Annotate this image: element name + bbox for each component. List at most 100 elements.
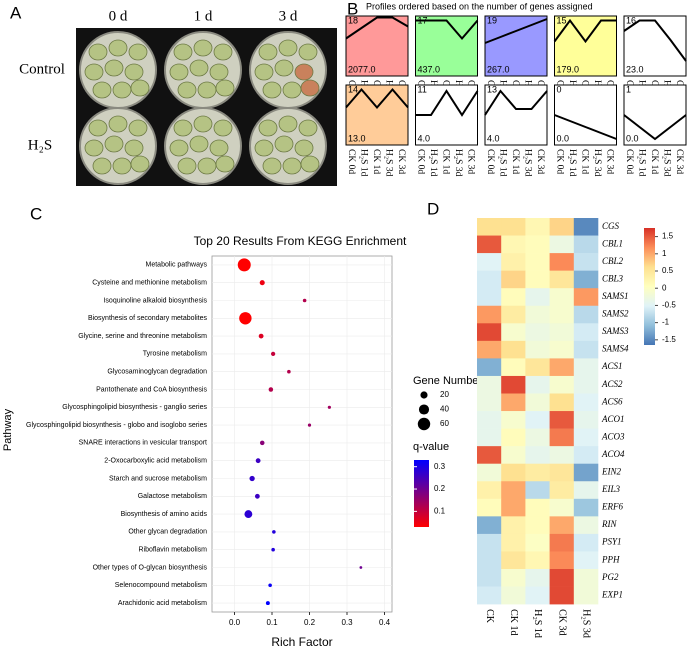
profile-line [553,18,617,44]
colorbar-label: 1.5 [662,232,674,241]
profile-box [345,15,409,77]
profile-count: 13.0 [348,133,366,143]
grape [92,157,112,175]
heatmap-cell [573,323,599,342]
profile-id: 14 [348,84,358,94]
heatmap-cell [501,288,526,307]
grape [262,81,282,99]
colorbar-label: 1 [662,249,667,258]
column-label: CK 3d [556,609,567,635]
heatmap-cell [501,481,526,500]
profile-box [623,84,687,146]
heatmap-cell [573,340,599,359]
grape [128,43,148,61]
x-tick-label: H₂S 1d [636,149,646,177]
row-label: H₂S [28,137,52,153]
profile-count: 0.0 [557,133,570,143]
heatmap-cell [549,270,575,289]
row-label: SAMS2 [602,309,629,319]
y-tick-label: Glycine, serine and threonine metabolism [78,333,207,340]
grape [128,119,148,137]
grape [124,139,144,157]
grape [112,157,132,175]
heatmap-cell [477,270,502,289]
profile-count: 437.0 [418,64,441,74]
grape [294,139,314,157]
heatmap-cell [549,428,575,447]
legend-title: q-value [413,441,449,453]
heatmap-cell [525,586,550,605]
grape [130,155,150,173]
dot [249,475,255,482]
heatmap-cell [501,446,526,464]
row-label: PG2 [601,572,619,582]
row-label: PSY1 [601,537,622,547]
profile-id: 0 [557,84,562,94]
column-label: H₂S 3d [581,609,592,638]
heatmap-cell [477,323,502,342]
row-label: EIL3 [601,484,621,494]
heatmap-cell [549,288,575,307]
grape [169,63,189,81]
row-label: ACS6 [601,396,623,406]
dot [259,440,265,446]
grape [130,79,150,97]
heatmap-cell [501,358,526,377]
grape [104,135,124,153]
heatmap-cell [549,323,575,342]
y-tick-label: Biosynthesis of secondary metabolites [88,315,208,322]
row-label: Control [19,61,65,77]
plot-area [211,255,393,613]
heatmap-cell [525,533,550,552]
heatmap-cell [477,428,502,447]
heatmap-cell [525,288,550,307]
dot [287,369,291,374]
row-label: ACS1 [601,361,623,371]
heatmap-cell [501,428,526,447]
heatmap-cell [549,358,575,377]
heatmap-cell [525,305,550,324]
color-legend-label: 0.1 [434,506,446,515]
grape [278,39,298,57]
heatmap-cell [501,305,526,324]
heatmap-cell [525,253,550,271]
y-tick-label: Glycosphingolipid biosynthesis - ganglio… [62,404,207,411]
y-tick-label: Other types of O-glycan biosynthesis [93,564,208,571]
x-tick-label: CK 0d [485,149,495,174]
heatmap-cell [501,323,526,342]
grape [84,139,104,157]
grape [177,81,197,99]
heatmap-cell [573,375,599,394]
heatmap-cell [477,463,502,482]
size-legend-dot [418,404,430,415]
heatmap-cell [573,235,599,254]
heatmap-cell [573,288,599,307]
grape [298,119,318,137]
grape [173,119,193,137]
heatmap-cell [525,446,550,464]
heatmap-cell [477,235,502,254]
y-tick-label: Isoquinoline alkaloid biosynthesis [103,297,207,304]
y-tick-label: Arachidonic acid metabolism [118,600,207,607]
heatmap-cell [525,270,550,289]
heatmap-cell [573,218,599,236]
color-legend-label: 0.2 [434,484,446,493]
heatmap-cell [477,498,502,517]
heatmap-cell [549,463,575,482]
profile-count: 4.0 [418,133,431,143]
grape [282,81,302,99]
dot [268,583,272,588]
dot [259,280,265,286]
heatmap-cell [525,218,550,236]
heatmap-cell [525,393,550,412]
heatmap-cell [549,569,575,587]
heatmap-cell [573,253,599,271]
chart-title: Top 20 Results From KEGG Enrichment [194,234,407,248]
grape [112,81,132,99]
x-tick-label: H₂S 1d [567,149,577,177]
heatmap-cell [573,393,599,412]
profile-id: 19 [487,15,497,25]
profile-line [345,16,409,40]
heatmap-cell [549,533,575,552]
heatmap-cell [525,375,550,394]
